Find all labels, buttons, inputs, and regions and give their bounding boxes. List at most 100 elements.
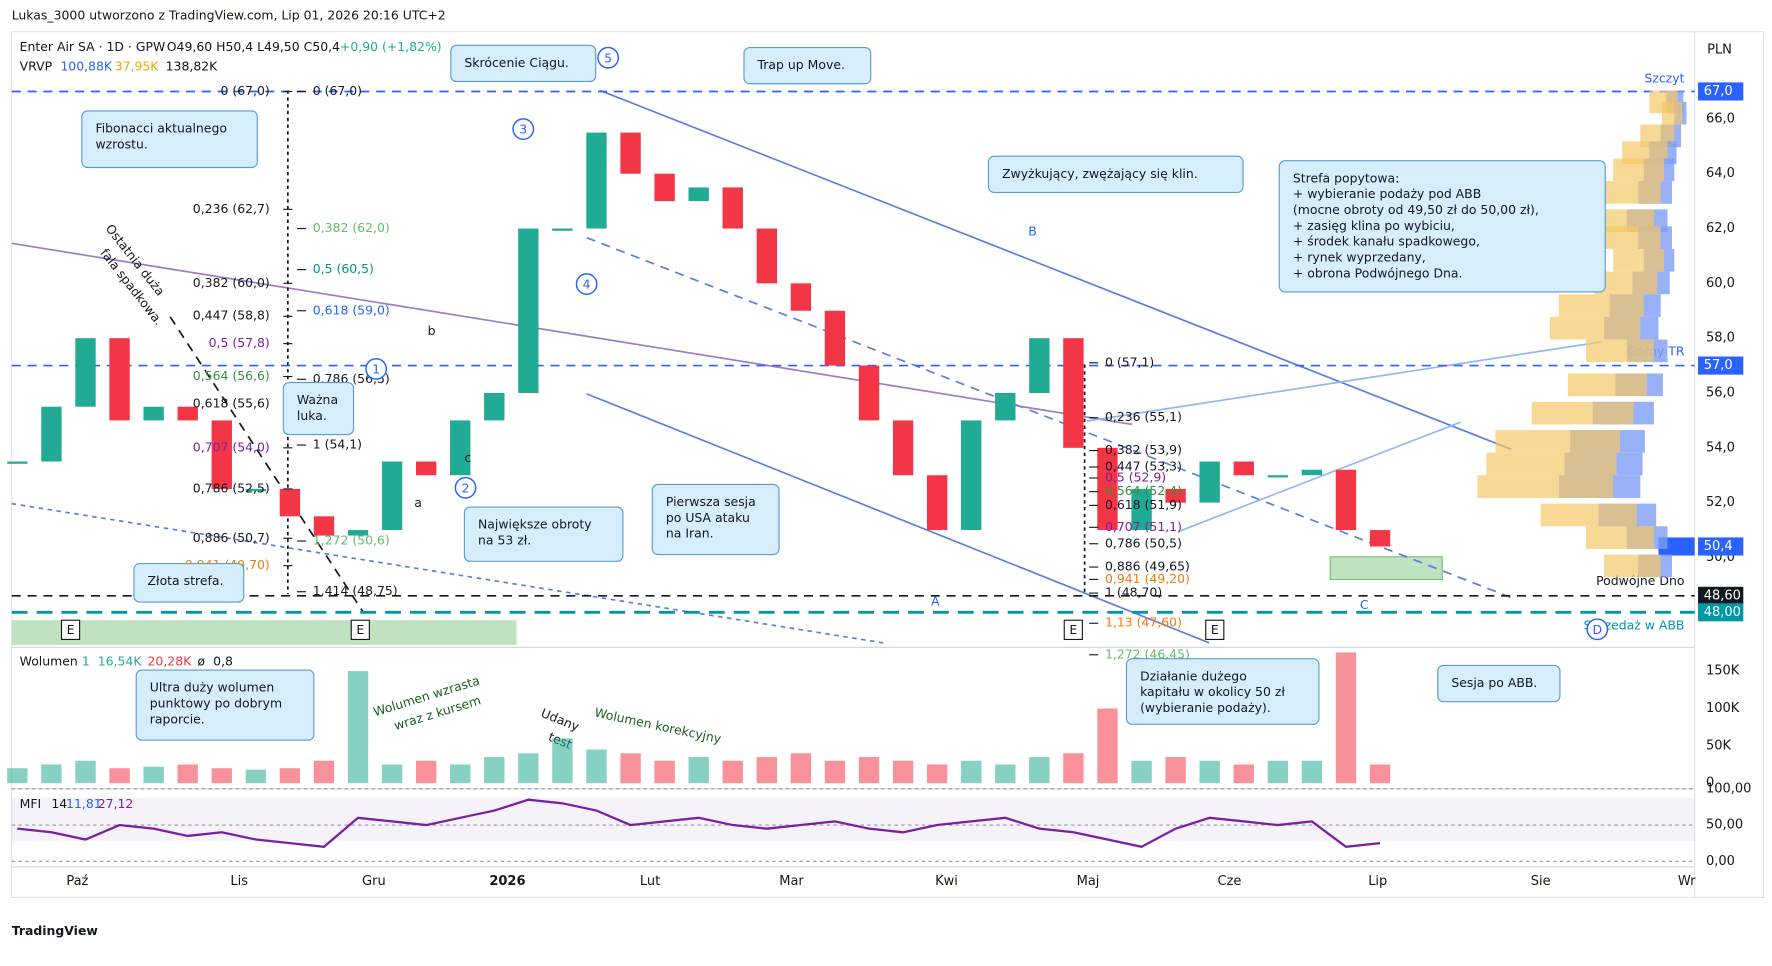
fib-label: 0,382 (62,0) xyxy=(313,220,390,235)
volume-bar xyxy=(518,753,539,784)
fib-label: 0,886 (50,7) xyxy=(193,530,270,545)
volume-bar xyxy=(381,764,403,784)
candle xyxy=(995,392,1016,421)
mfi-legend: 11,81 xyxy=(66,796,102,811)
callout-text: Strefa popytowa: xyxy=(1293,170,1399,185)
volume-bar xyxy=(586,749,607,784)
wave-label: D xyxy=(1593,622,1603,637)
candle xyxy=(722,187,743,229)
drawings xyxy=(11,89,1602,644)
price-badge-label: 57,0 xyxy=(1704,358,1733,373)
volume-bar xyxy=(892,760,914,784)
wave-label: a xyxy=(414,495,422,510)
volume-bar xyxy=(279,768,301,784)
price-badge xyxy=(1698,603,1744,622)
wave-circle xyxy=(575,273,598,295)
callout xyxy=(135,669,315,741)
callout xyxy=(81,110,258,169)
callout-text: Pierwsza sesja xyxy=(666,494,756,509)
fib-label: 0 (67,0) xyxy=(220,83,269,98)
candle xyxy=(75,338,96,407)
fib-label: 0,886 (49,65) xyxy=(1105,559,1190,574)
fib-label: 0,5 (52,9) xyxy=(1105,469,1166,484)
wave-label: 2 xyxy=(462,480,470,495)
volume-bar xyxy=(1301,760,1323,784)
event-label: E xyxy=(1069,622,1077,637)
y-tick-label: 50,00 xyxy=(1706,818,1743,833)
wave-label: c xyxy=(464,450,471,465)
candle xyxy=(756,228,778,284)
candle xyxy=(1199,461,1220,503)
level-name: Sprzedaż w ABB xyxy=(1584,617,1685,632)
volume-bar xyxy=(7,768,28,784)
volume-bar xyxy=(790,753,812,784)
callout-text: punktowy po dobrym xyxy=(150,695,282,710)
candle xyxy=(892,420,914,476)
x-tick-label: Cze xyxy=(1218,874,1242,889)
y-tick-label: 150K xyxy=(1706,664,1740,679)
zone xyxy=(11,620,517,646)
fib-label: 1,414 (48,75) xyxy=(313,583,398,598)
callout-text: na 53 zł. xyxy=(478,532,531,547)
wave-label: B xyxy=(1028,224,1037,239)
candle xyxy=(1131,488,1152,531)
volume-bar xyxy=(995,764,1016,784)
fib-label: 1 (48,70) xyxy=(1105,585,1162,600)
volume-bar xyxy=(347,671,369,784)
fib-label: 1,13 (47,60) xyxy=(1105,615,1182,630)
wave-label: C xyxy=(1360,597,1369,612)
callout-text: + wybieranie podaży pod ABB xyxy=(1293,186,1481,201)
wave-label: 5 xyxy=(604,50,612,65)
volume-bar xyxy=(313,760,335,784)
author-line: Lukas_3000 utworzono z TradingView.com, … xyxy=(12,7,446,22)
callout xyxy=(450,44,597,83)
fib-label: 0 (57,1) xyxy=(1105,354,1154,369)
fib-label: 0,618 (51,9) xyxy=(1105,497,1182,512)
candle xyxy=(926,475,948,531)
price-badge xyxy=(1698,82,1744,101)
fib-label: 0,786 (52,5) xyxy=(193,480,270,495)
volume-legend: 0,8 xyxy=(213,654,233,669)
volume-bar xyxy=(1199,760,1220,784)
callout-text: Skrócenie Ciągu. xyxy=(464,55,568,70)
demand-zone xyxy=(1329,556,1443,581)
frame xyxy=(11,31,1765,899)
wave-circle xyxy=(454,476,477,499)
callout xyxy=(1125,658,1320,725)
volume-profile xyxy=(1486,452,1617,476)
wave-label: A xyxy=(931,594,940,609)
volume-profile xyxy=(1477,475,1614,498)
volume-profile xyxy=(1595,271,1658,295)
volume-bar xyxy=(1233,764,1254,784)
price-badge-label: 50,4 xyxy=(1704,539,1733,554)
candle xyxy=(552,228,573,231)
volume-bar xyxy=(620,753,641,784)
volume-bar xyxy=(552,738,573,784)
volume-profile xyxy=(1662,101,1683,125)
volume-bar xyxy=(961,760,982,784)
volume-bar xyxy=(415,760,437,784)
callout-text: + rynek wyprzedany, xyxy=(1293,250,1426,265)
y-tick-label: 62,0 xyxy=(1706,221,1735,236)
event-box xyxy=(60,619,81,641)
volume-bar xyxy=(926,764,948,784)
fib-label: 0,564 (56,6) xyxy=(193,368,270,383)
candle xyxy=(654,173,675,202)
volume-bar xyxy=(245,769,267,784)
x-tick-label: Mar xyxy=(779,874,804,889)
y-tick-label: 66,0 xyxy=(1706,111,1735,126)
callout-text: Trap up Move. xyxy=(757,57,845,72)
callout-text: Złota strefa. xyxy=(148,573,224,588)
volume-profile xyxy=(1585,526,1654,549)
volume-profile xyxy=(1549,316,1641,340)
price-badge-label: 48,00 xyxy=(1704,605,1741,620)
volume-bar xyxy=(177,764,198,784)
logo: TradingView xyxy=(12,923,99,938)
y-tick-label: 60,0 xyxy=(1706,276,1735,291)
x-tick-label: Lis xyxy=(230,874,248,889)
candle xyxy=(41,406,62,462)
x-tick-label: Sie xyxy=(1531,874,1551,889)
x-tick-label: Lip xyxy=(1368,874,1387,889)
volume-legend: Wolumen xyxy=(20,654,78,669)
volume-bar xyxy=(1165,757,1186,784)
